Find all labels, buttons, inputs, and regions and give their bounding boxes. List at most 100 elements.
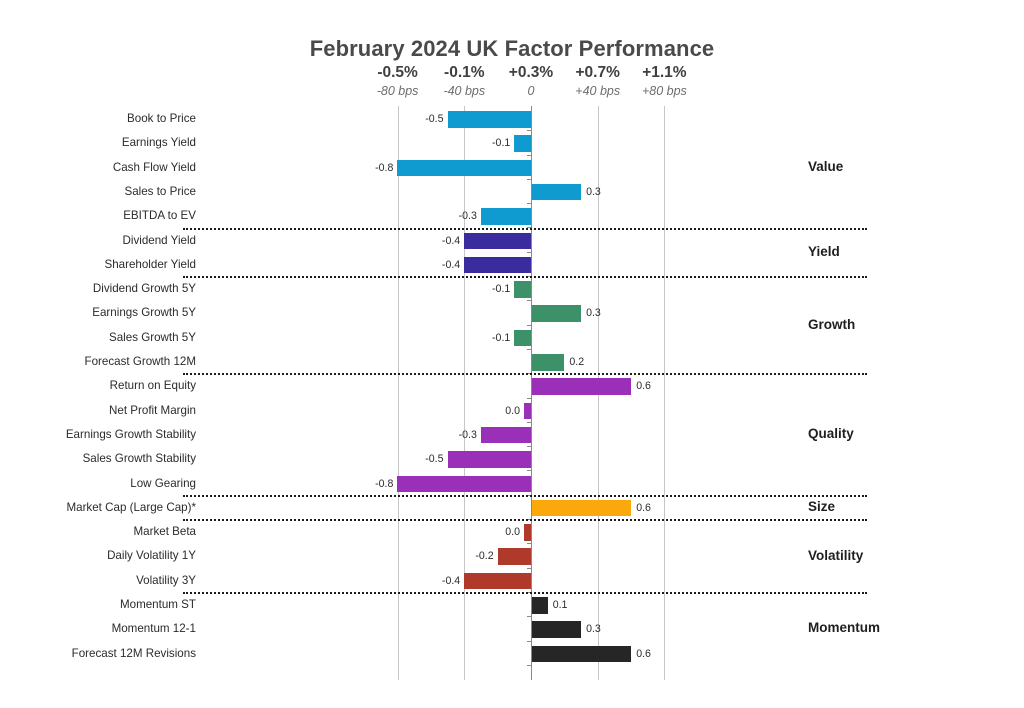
factor-label: Market Cap (Large Cap)* bbox=[66, 500, 196, 514]
chart-row: Earnings Yield -0.1 bbox=[0, 131, 1024, 156]
group-separator bbox=[183, 276, 867, 279]
chart-row: Dividend Growth 5Y -0.1 bbox=[0, 277, 1024, 302]
axis-tickmark bbox=[527, 470, 531, 472]
chart-row: Return on Equity 0.6 bbox=[0, 374, 1024, 399]
factor-label: Dividend Yield bbox=[122, 233, 196, 247]
axis-tickmark bbox=[527, 324, 531, 326]
chart-row: Sales Growth 5Y -0.1 bbox=[0, 326, 1024, 350]
bar-value-label: -0.1 bbox=[492, 283, 511, 296]
bar bbox=[480, 426, 531, 444]
group-label-momentum: Momentum bbox=[808, 620, 880, 636]
bar bbox=[531, 354, 565, 371]
chart-row: Shareholder Yield -0.4 bbox=[0, 253, 1024, 278]
axis-tickmark bbox=[527, 567, 531, 569]
bar-value-label: 0.6 bbox=[636, 647, 651, 660]
bar-value-label: -0.5 bbox=[425, 453, 444, 466]
group-label-yield: Yield bbox=[808, 243, 840, 259]
group-separator bbox=[183, 373, 867, 376]
bar bbox=[397, 475, 531, 492]
bar bbox=[531, 597, 548, 614]
bar-value-label: -0.4 bbox=[441, 234, 461, 247]
axis-tickmark bbox=[527, 203, 531, 205]
chart-row: Forecast Growth 12M 0.2 bbox=[0, 350, 1024, 375]
bar bbox=[531, 621, 582, 638]
bar-value-label: -0.8 bbox=[375, 161, 394, 174]
bar-value-label: 0.3 bbox=[586, 623, 601, 636]
factor-label: Cash Flow Yield bbox=[112, 160, 196, 174]
group-label-volatility: Volatility bbox=[808, 547, 864, 563]
axis-tickmark bbox=[527, 421, 531, 423]
axis-tickmark bbox=[527, 543, 531, 545]
gridline bbox=[664, 106, 666, 680]
bar bbox=[480, 208, 531, 225]
factor-label: EBITDA to EV bbox=[123, 209, 196, 223]
chart-row: Market Beta 0.0 bbox=[0, 520, 1024, 545]
bar bbox=[514, 135, 531, 152]
axis-tickmark bbox=[527, 251, 531, 253]
bar bbox=[447, 111, 531, 128]
bar-value-label: -0.3 bbox=[458, 210, 477, 223]
axis-tickmark bbox=[527, 178, 531, 180]
chart-row: Earnings Growth 5Y 0.3 bbox=[0, 301, 1024, 326]
group-label-growth: Growth bbox=[808, 316, 856, 332]
bar bbox=[524, 402, 531, 420]
bar-value-label: 0.2 bbox=[569, 356, 585, 368]
tick-bps-label: -40 bps bbox=[443, 84, 486, 98]
chart-row: EBITDA to EV -0.3 bbox=[0, 204, 1024, 229]
factor-label: Momentum ST bbox=[119, 598, 196, 611]
bar bbox=[531, 499, 632, 517]
x-axis-tick-1: -0.1% -40 bps bbox=[394, 63, 534, 100]
tick-bps-label: 0 bbox=[527, 84, 535, 98]
x-axis-tick-3: +0.7% +40 bps bbox=[528, 63, 668, 100]
factor-label: Earnings Yield bbox=[121, 136, 196, 150]
bar-value-label: 0.0 bbox=[505, 404, 520, 417]
factor-label: Forecast Growth 12M bbox=[84, 355, 196, 368]
factor-label: Sales Growth 5Y bbox=[109, 330, 196, 344]
factor-label: Sales to Price bbox=[124, 184, 196, 198]
chart-row: Cash Flow Yield -0.8 bbox=[0, 156, 1024, 180]
bar bbox=[531, 183, 582, 201]
axis-tickmark bbox=[527, 640, 531, 642]
bar bbox=[531, 645, 632, 663]
chart-row: Earnings Growth Stability -0.3 bbox=[0, 423, 1024, 448]
bar bbox=[514, 329, 531, 347]
factor-label: Low Gearing bbox=[130, 476, 196, 490]
chart-row: Momentum 12-1 0.3 bbox=[0, 617, 1024, 642]
axis-tickmark bbox=[527, 130, 531, 132]
chart-row: Sales to Price 0.3 bbox=[0, 180, 1024, 205]
bar-value-label: 0.6 bbox=[636, 501, 651, 514]
chart-row: Low Gearing -0.8 bbox=[0, 472, 1024, 496]
bar bbox=[397, 159, 531, 177]
bar-value-label: -0.4 bbox=[441, 574, 461, 587]
bar-value-label: 0.3 bbox=[586, 307, 601, 320]
chart-row: Sales Growth Stability -0.5 bbox=[0, 447, 1024, 472]
bar-value-label: -0.4 bbox=[441, 258, 461, 271]
tick-percent-label: +0.7% bbox=[575, 64, 620, 81]
chart-row: Momentum ST 0.1 bbox=[0, 593, 1024, 618]
bar-value-label: -0.5 bbox=[425, 113, 444, 125]
tick-percent-label: -0.1% bbox=[444, 64, 485, 81]
chart-row: Daily Volatility 1Y -0.2 bbox=[0, 544, 1024, 569]
factor-label: Book to Price bbox=[127, 112, 196, 125]
group-label-value: Value bbox=[808, 158, 844, 174]
bar bbox=[464, 232, 531, 249]
bar bbox=[464, 256, 531, 274]
gridline bbox=[397, 106, 399, 680]
gridline bbox=[464, 106, 466, 680]
x-axis-tick-2: +0.3% 0 bbox=[461, 63, 601, 100]
chart-row: Book to Price -0.5 bbox=[0, 107, 1024, 132]
factor-label: Forecast 12M Revisions bbox=[71, 646, 196, 660]
axis-tickmark bbox=[527, 348, 531, 350]
bar-value-label: 0.0 bbox=[505, 526, 520, 539]
factor-label: Shareholder Yield bbox=[104, 257, 196, 271]
group-separator bbox=[183, 519, 867, 522]
group-separator bbox=[183, 592, 867, 594]
bar-value-label: 0.1 bbox=[552, 599, 568, 611]
tick-bps-label: +80 bps bbox=[641, 84, 687, 98]
bar-value-label: -0.2 bbox=[475, 550, 494, 563]
axis-tickmark bbox=[527, 664, 531, 666]
chart-row: Forecast 12M Revisions 0.6 bbox=[0, 642, 1024, 666]
bar bbox=[531, 305, 582, 322]
tick-percent-label: +0.3% bbox=[508, 64, 554, 81]
